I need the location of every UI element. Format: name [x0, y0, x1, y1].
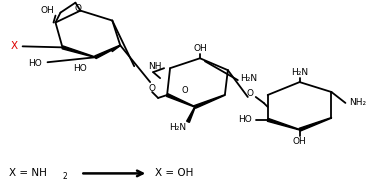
Text: OH: OH [193, 44, 207, 53]
Text: 2: 2 [62, 172, 67, 181]
Text: OH: OH [293, 137, 307, 146]
Text: O: O [75, 4, 82, 13]
Text: HO: HO [74, 64, 87, 73]
Text: O: O [246, 88, 253, 97]
Text: H₂N: H₂N [291, 68, 308, 77]
Text: OH: OH [41, 6, 54, 15]
Polygon shape [62, 46, 95, 58]
Polygon shape [166, 94, 195, 107]
Text: X = OH: X = OH [155, 168, 194, 178]
Polygon shape [299, 118, 332, 131]
Text: HO: HO [29, 59, 42, 68]
Polygon shape [194, 95, 225, 108]
Text: X = NH: X = NH [9, 168, 46, 178]
Text: NH: NH [148, 62, 162, 71]
Text: H₂N: H₂N [169, 123, 187, 132]
Text: NH₂: NH₂ [349, 98, 367, 107]
Text: HO: HO [238, 115, 252, 124]
Text: O: O [182, 85, 188, 94]
Polygon shape [187, 107, 195, 122]
Text: X: X [11, 41, 18, 51]
Text: O: O [149, 84, 156, 93]
Text: H₂N: H₂N [240, 74, 257, 83]
Polygon shape [95, 45, 120, 59]
Polygon shape [267, 118, 300, 130]
